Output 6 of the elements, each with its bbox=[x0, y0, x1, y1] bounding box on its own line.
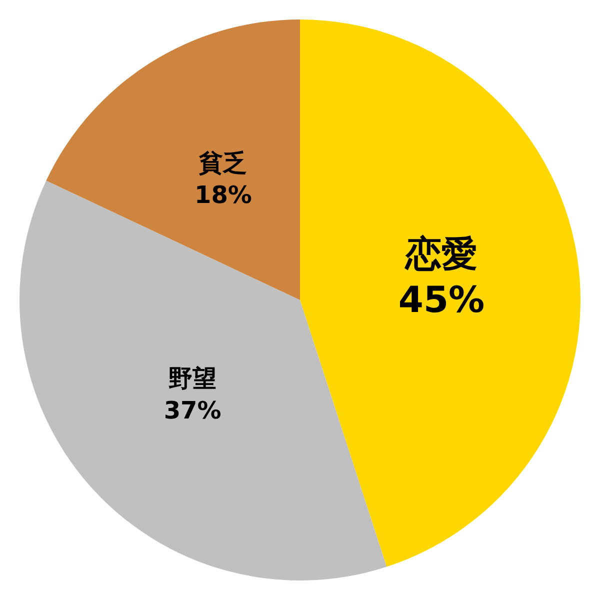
slice-label: 恋愛 bbox=[403, 234, 478, 276]
slice-label: 野望 bbox=[168, 364, 217, 393]
data-label: 45% bbox=[398, 280, 485, 322]
slice-label: 貧乏 bbox=[198, 149, 248, 178]
data-label: 18% bbox=[194, 181, 252, 210]
data-label: 37% bbox=[164, 396, 222, 425]
